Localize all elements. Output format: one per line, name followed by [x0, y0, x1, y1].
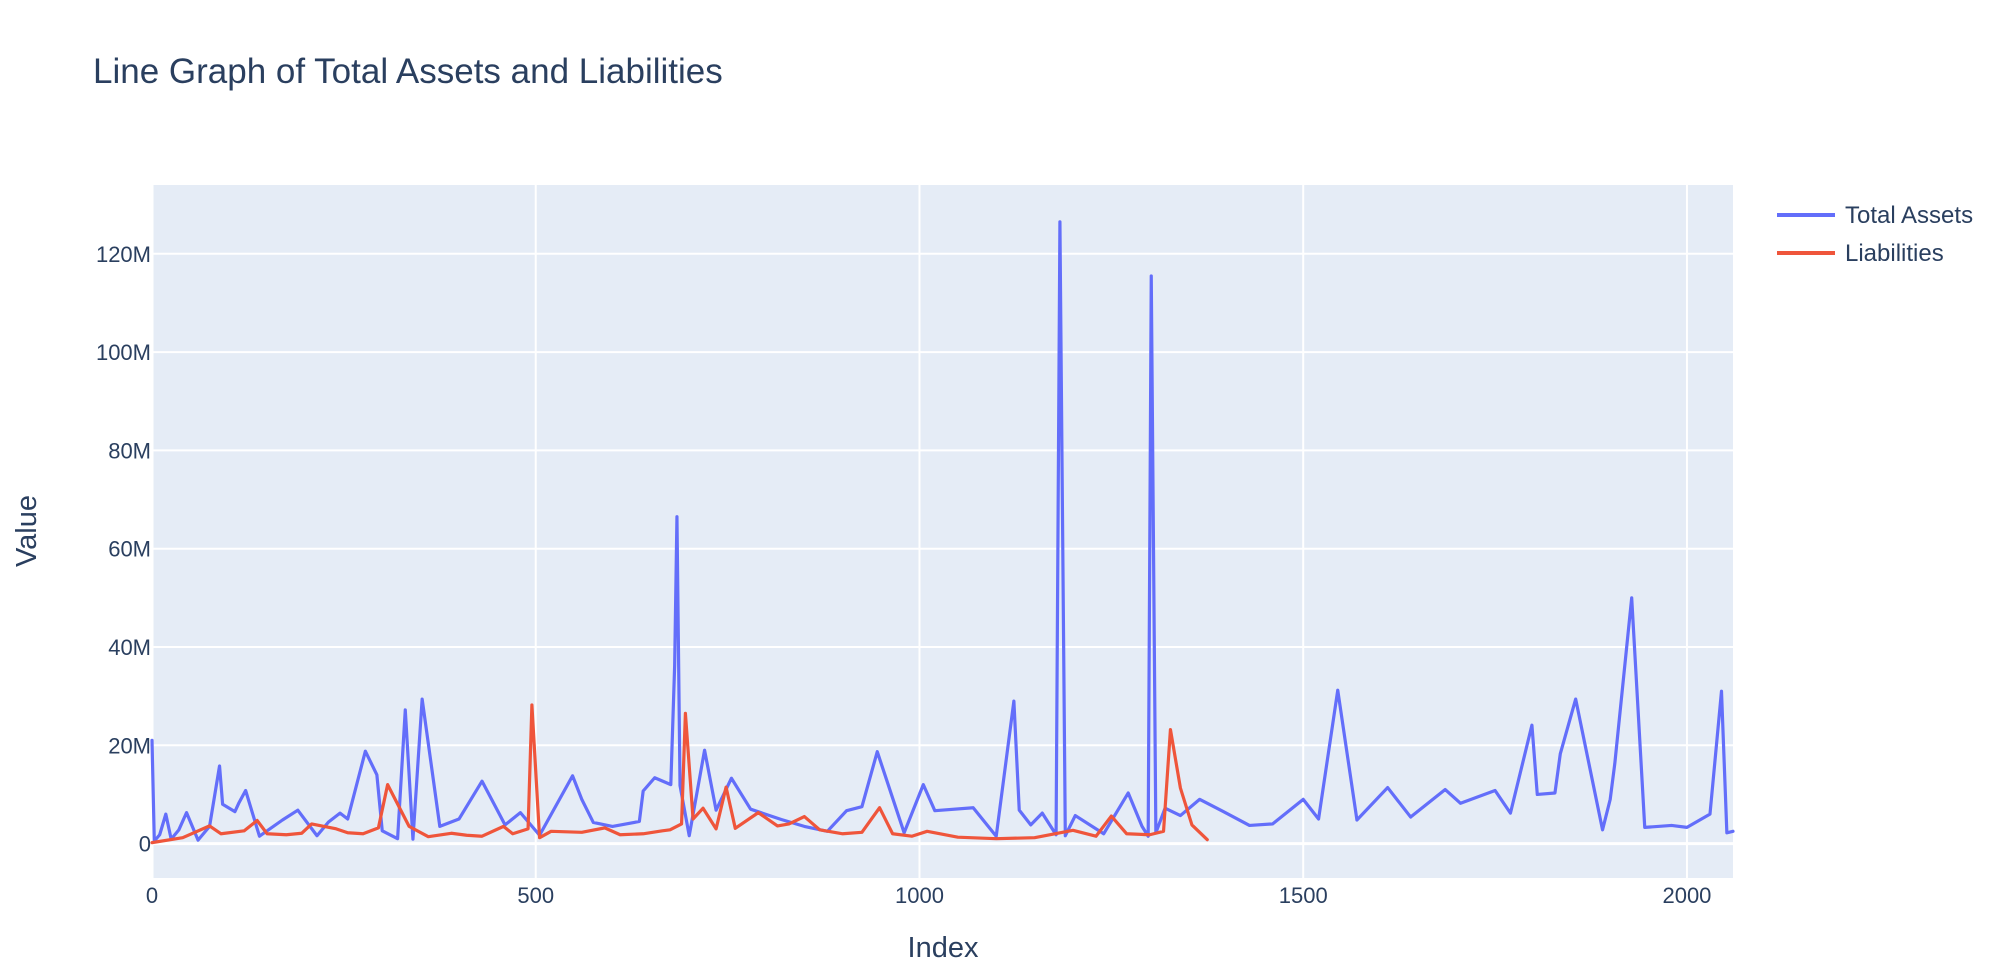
x-tick-label: 1500 [1279, 883, 1328, 908]
x-tick-label: 1000 [895, 883, 944, 908]
plot-area [152, 185, 1733, 878]
y-tick-label: 100M [96, 340, 151, 365]
x-tick-label: 2000 [1662, 883, 1711, 908]
chart-title: Line Graph of Total Assets and Liabiliti… [93, 52, 723, 91]
grid-lines [150, 185, 1733, 878]
x-axis-title: Index [908, 932, 979, 964]
x-axis-ticks: 0 500 1000 1500 2000 [146, 883, 1712, 908]
y-axis-ticks: 0 20M 40M 60M 80M 100M 120M [96, 242, 151, 857]
y-tick-label: 120M [96, 242, 151, 267]
legend-label: Liabilities [1845, 240, 1944, 267]
series-layer [150, 220, 1735, 845]
legend-item-liabilities[interactable]: Liabilities [1777, 240, 1944, 267]
y-tick-label: 20M [108, 733, 151, 758]
y-axis-title: Value [11, 495, 43, 567]
legend-label: Total Assets [1845, 202, 1973, 229]
y-tick-label: 40M [108, 635, 151, 660]
legend: Total Assets Liabilities [1777, 202, 1973, 267]
y-tick-label: 0 [139, 832, 151, 857]
y-tick-label: 80M [108, 438, 151, 463]
y-tick-label: 60M [108, 537, 151, 562]
legend-item-total-assets[interactable]: Total Assets [1777, 202, 1973, 229]
x-tick-label: 0 [146, 883, 158, 908]
series-line-liabilities [150, 703, 1209, 845]
x-tick-label: 500 [517, 883, 554, 908]
